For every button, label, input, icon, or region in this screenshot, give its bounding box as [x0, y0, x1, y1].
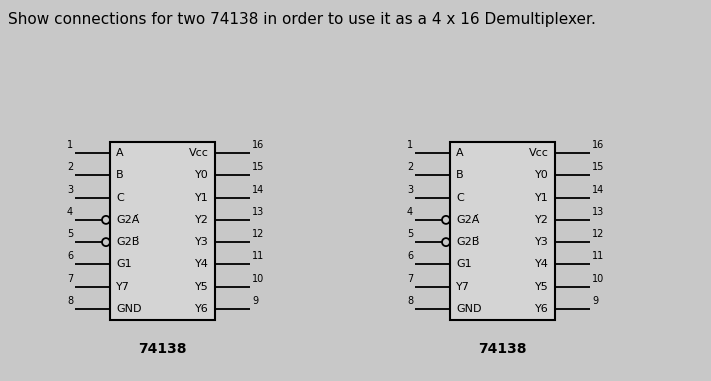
Text: 6: 6 — [67, 251, 73, 261]
Text: GND: GND — [456, 304, 481, 314]
Text: Y0: Y0 — [535, 170, 549, 180]
Text: G2B́: G2B́ — [116, 237, 139, 247]
Text: Vcc: Vcc — [529, 148, 549, 158]
Text: 15: 15 — [252, 162, 264, 172]
Text: 3: 3 — [407, 185, 413, 195]
Text: Y6: Y6 — [196, 304, 209, 314]
Text: 9: 9 — [252, 296, 258, 306]
Text: Vcc: Vcc — [189, 148, 209, 158]
Text: 1: 1 — [67, 140, 73, 150]
Text: Y2: Y2 — [535, 215, 549, 225]
Text: 15: 15 — [592, 162, 604, 172]
Text: G2Á: G2Á — [456, 215, 479, 225]
Text: 6: 6 — [407, 251, 413, 261]
Text: Y3: Y3 — [535, 237, 549, 247]
Text: 5: 5 — [407, 229, 413, 239]
Text: 16: 16 — [252, 140, 264, 150]
Text: 7: 7 — [407, 274, 413, 283]
Text: 14: 14 — [592, 185, 604, 195]
Text: 3: 3 — [67, 185, 73, 195]
Text: G1: G1 — [116, 259, 132, 269]
Text: Y1: Y1 — [535, 193, 549, 203]
Text: 11: 11 — [252, 251, 264, 261]
Text: GND: GND — [116, 304, 141, 314]
Text: 2: 2 — [67, 162, 73, 172]
Text: 8: 8 — [67, 296, 73, 306]
Text: Y2: Y2 — [195, 215, 209, 225]
Text: B: B — [456, 170, 464, 180]
Text: 13: 13 — [592, 207, 604, 217]
Text: 2: 2 — [407, 162, 413, 172]
Text: Y7: Y7 — [456, 282, 470, 291]
Text: C: C — [456, 193, 464, 203]
Bar — [450, 142, 555, 320]
Text: 14: 14 — [252, 185, 264, 195]
Text: Y3: Y3 — [196, 237, 209, 247]
Text: 12: 12 — [592, 229, 604, 239]
Text: 8: 8 — [407, 296, 413, 306]
Text: Y5: Y5 — [535, 282, 549, 291]
Text: 1: 1 — [407, 140, 413, 150]
Text: 74138: 74138 — [479, 342, 527, 356]
Bar — [110, 142, 215, 320]
Text: 7: 7 — [67, 274, 73, 283]
Text: Y0: Y0 — [196, 170, 209, 180]
Text: 16: 16 — [592, 140, 604, 150]
Text: A: A — [116, 148, 124, 158]
Text: G1: G1 — [456, 259, 471, 269]
Text: Y6: Y6 — [535, 304, 549, 314]
Text: Y7: Y7 — [116, 282, 130, 291]
Text: 9: 9 — [592, 296, 598, 306]
Text: 10: 10 — [592, 274, 604, 283]
Text: C: C — [116, 193, 124, 203]
Text: B: B — [116, 170, 124, 180]
Text: G2Á: G2Á — [116, 215, 139, 225]
Text: 11: 11 — [592, 251, 604, 261]
Text: G2B́: G2B́ — [456, 237, 479, 247]
Text: 4: 4 — [67, 207, 73, 217]
Text: Show connections for two 74138 in order to use it as a 4 x 16 Demultiplexer.: Show connections for two 74138 in order … — [8, 12, 596, 27]
Text: Y4: Y4 — [195, 259, 209, 269]
Text: A: A — [456, 148, 464, 158]
Text: 10: 10 — [252, 274, 264, 283]
Text: Y5: Y5 — [196, 282, 209, 291]
Text: 12: 12 — [252, 229, 264, 239]
Text: 4: 4 — [407, 207, 413, 217]
Text: 5: 5 — [67, 229, 73, 239]
Text: Y1: Y1 — [196, 193, 209, 203]
Text: 74138: 74138 — [138, 342, 187, 356]
Text: Y4: Y4 — [535, 259, 549, 269]
Text: 13: 13 — [252, 207, 264, 217]
